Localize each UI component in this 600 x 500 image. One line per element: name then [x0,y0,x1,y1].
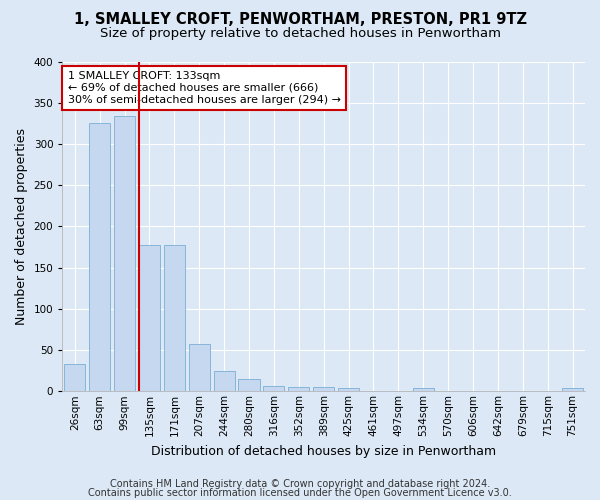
Bar [338,388,359,392]
Bar [413,388,434,392]
Bar [114,116,135,392]
Text: Size of property relative to detached houses in Penwortham: Size of property relative to detached ho… [100,28,500,40]
Bar [164,244,185,392]
Text: 1, SMALLEY CROFT, PENWORTHAM, PRESTON, PR1 9TZ: 1, SMALLEY CROFT, PENWORTHAM, PRESTON, P… [74,12,527,28]
Bar [562,388,583,392]
Bar [238,379,260,392]
Bar [214,370,235,392]
Bar [188,344,210,392]
Y-axis label: Number of detached properties: Number of detached properties [15,128,28,325]
Bar [139,244,160,392]
Bar [313,387,334,392]
Text: 1 SMALLEY CROFT: 133sqm
← 69% of detached houses are smaller (666)
30% of semi-d: 1 SMALLEY CROFT: 133sqm ← 69% of detache… [68,72,341,104]
Bar [288,387,310,392]
X-axis label: Distribution of detached houses by size in Penwortham: Distribution of detached houses by size … [151,444,496,458]
Bar [64,364,85,392]
Text: Contains public sector information licensed under the Open Government Licence v3: Contains public sector information licen… [88,488,512,498]
Bar [263,386,284,392]
Bar [89,124,110,392]
Text: Contains HM Land Registry data © Crown copyright and database right 2024.: Contains HM Land Registry data © Crown c… [110,479,490,489]
